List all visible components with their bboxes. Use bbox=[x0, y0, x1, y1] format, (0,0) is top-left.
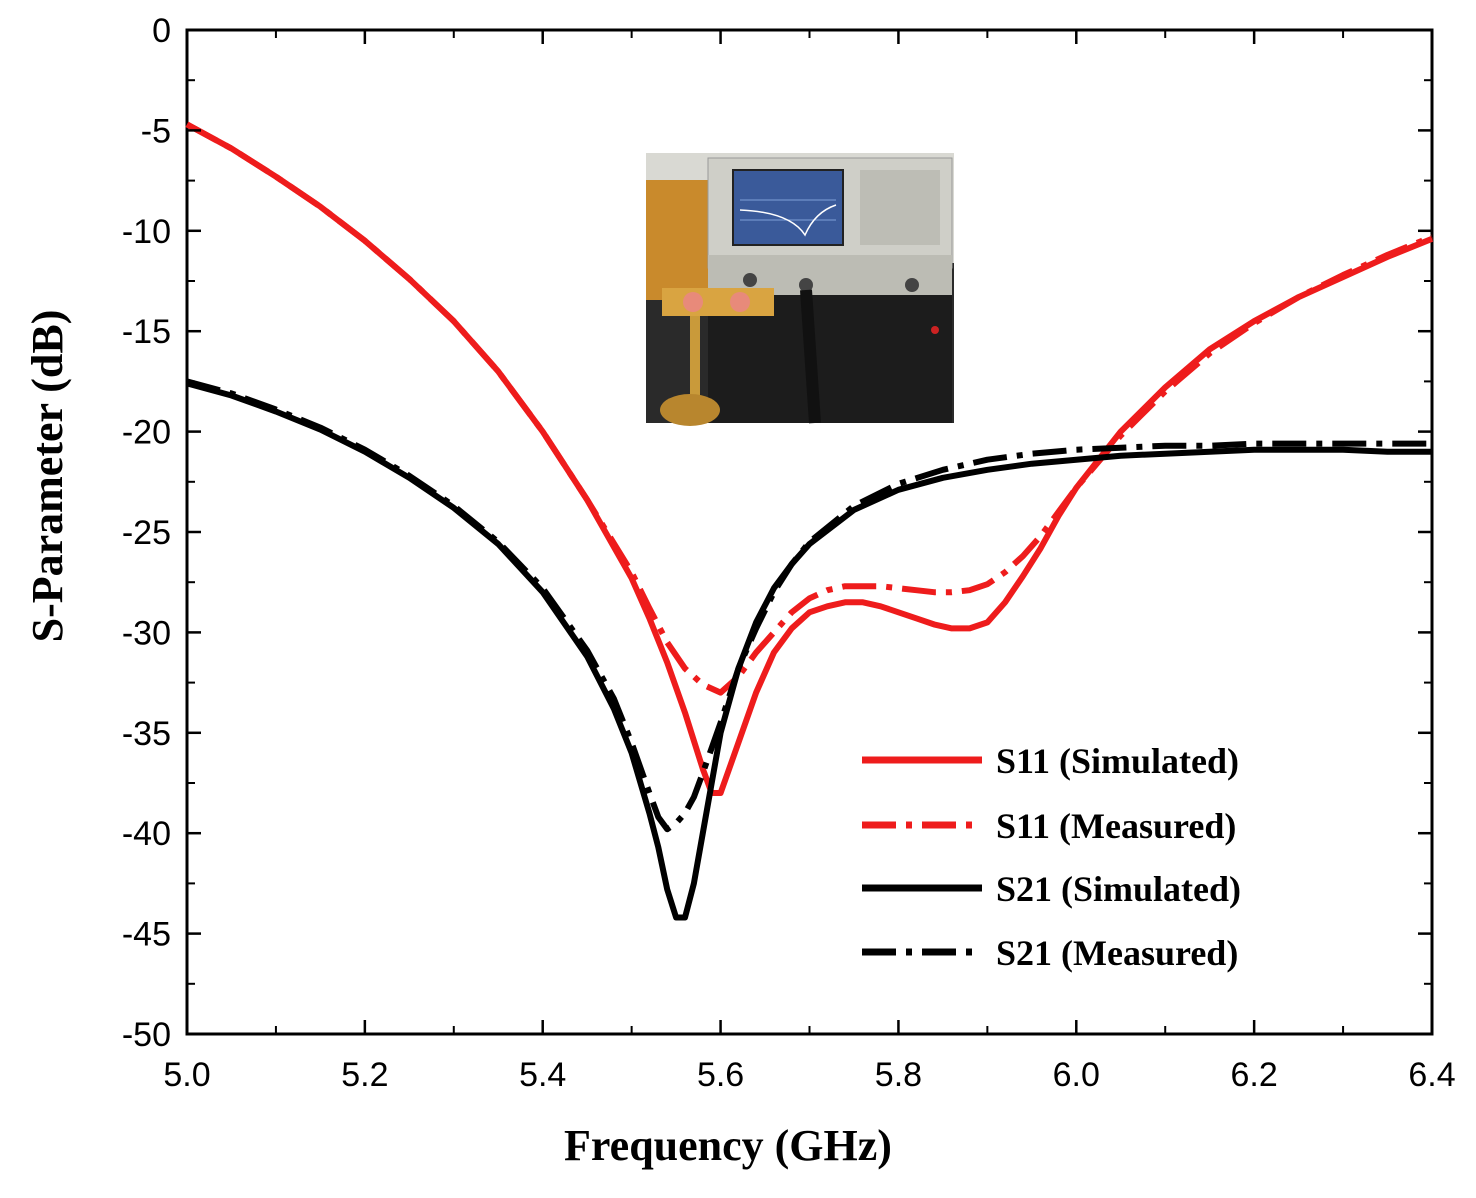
y-tick-label: -45 bbox=[122, 916, 171, 954]
legend-label: S21 (Simulated) bbox=[996, 869, 1241, 909]
x-tick-label: 6.2 bbox=[1231, 1056, 1278, 1094]
x-tick-label: 5.6 bbox=[697, 1056, 744, 1094]
y-tick-label: -35 bbox=[122, 715, 171, 753]
axis-ticks: 5.0 5.2 5.4 5.6 5.8 6.0 6.2 6.4 0 -5 -10 -15 -20 -25 -… bbox=[122, 12, 1456, 1094]
y-tick-label: -20 bbox=[122, 414, 171, 452]
y-tick-label: -30 bbox=[122, 614, 171, 652]
y-tick-label: -40 bbox=[122, 815, 171, 853]
series-line-s21-measured bbox=[186, 378, 1432, 833]
measurement-setup-photo bbox=[646, 153, 954, 426]
y-tick-label: 0 bbox=[152, 12, 171, 50]
x-tick-label: 6.0 bbox=[1053, 1056, 1100, 1094]
y-tick-label: -15 bbox=[122, 313, 171, 351]
x-tick-label: 5.8 bbox=[875, 1056, 922, 1094]
legend-label: S11 (Measured) bbox=[996, 806, 1236, 846]
y-tick-label: -25 bbox=[122, 514, 171, 552]
legend-label: S11 (Simulated) bbox=[996, 741, 1239, 781]
legend-label: S21 (Measured) bbox=[996, 933, 1238, 973]
x-axis-title: Frequency (GHz) bbox=[564, 1121, 892, 1170]
y-tick-label: -10 bbox=[122, 213, 171, 251]
x-tick-label: 5.0 bbox=[163, 1056, 210, 1094]
x-tick-label: 5.4 bbox=[519, 1056, 566, 1094]
x-tick-label: 5.2 bbox=[341, 1056, 388, 1094]
x-tick-label: 6.4 bbox=[1408, 1056, 1455, 1094]
y-axis-title: S-Parameter (dB) bbox=[23, 310, 72, 643]
series-line-s21-simulated bbox=[186, 380, 1432, 921]
series-layer bbox=[185, 121, 1434, 921]
y-tick-label: -5 bbox=[141, 112, 171, 150]
y-tick-label: -50 bbox=[122, 1016, 171, 1054]
legend: S11 (Simulated) S11 (Measured) S21 (Simula… bbox=[862, 741, 1241, 973]
